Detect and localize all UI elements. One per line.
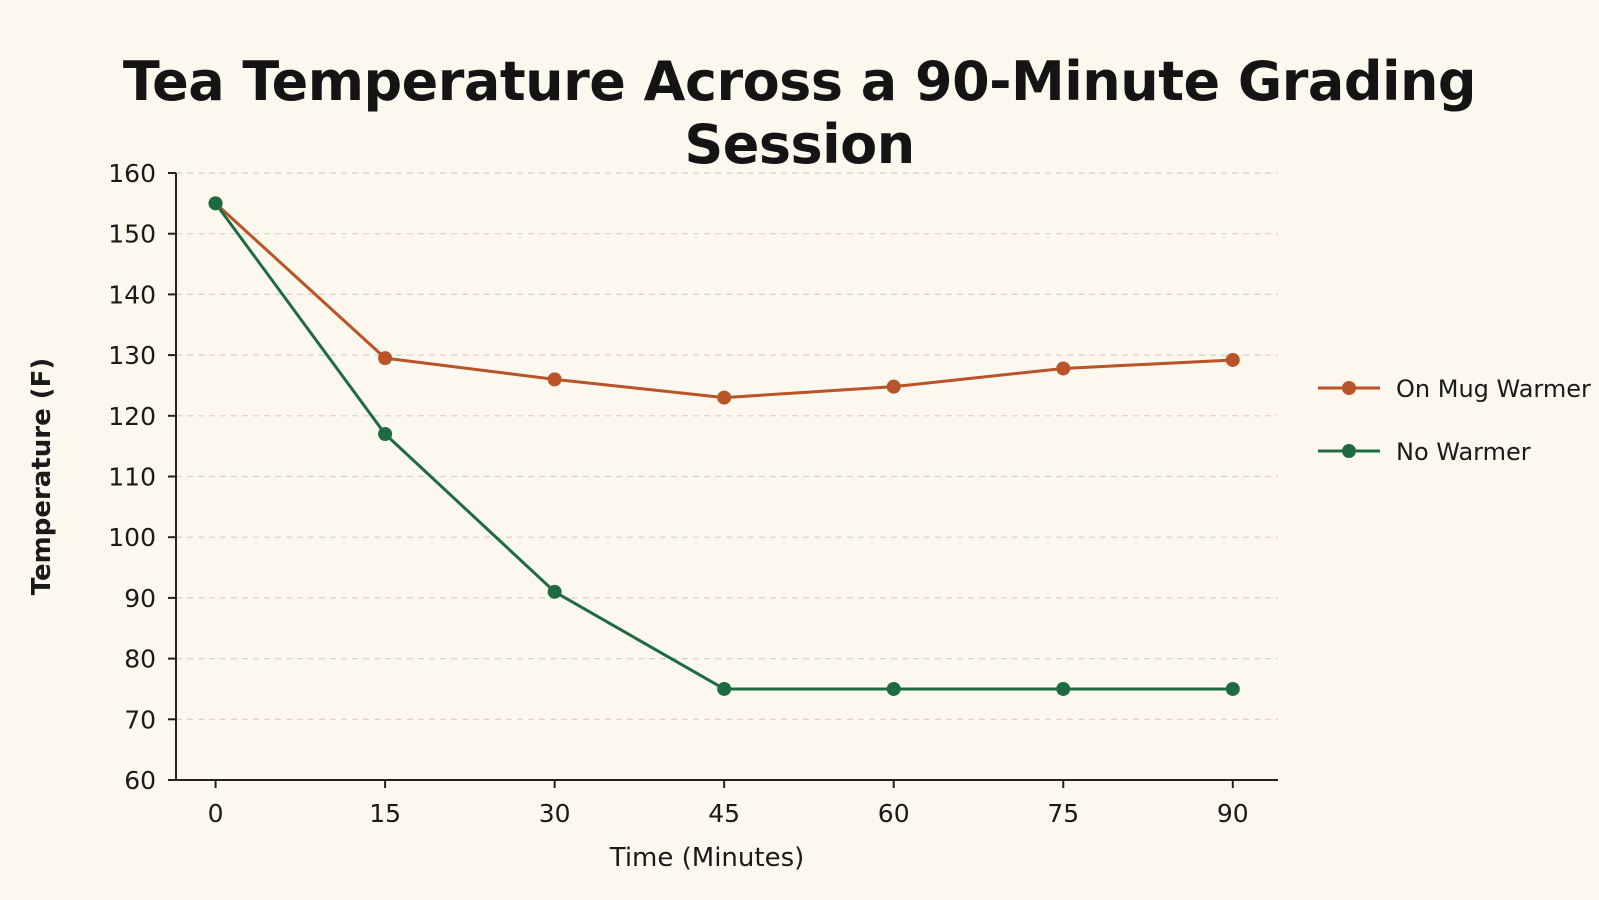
x-axis-label: Time (Minutes): [609, 843, 805, 873]
x-tick-label: 0: [208, 799, 224, 828]
data-point-on-mug-warmer: [1225, 352, 1240, 367]
y-tick-label: 100: [108, 523, 156, 552]
y-tick-label: 140: [108, 280, 156, 309]
y-tick-label: 70: [124, 705, 156, 734]
y-tick-label: 130: [108, 341, 156, 370]
data-point-no-warmer: [378, 427, 393, 442]
x-tick-label: 15: [369, 799, 401, 828]
series-line-no-warmer: [214, 202, 1233, 691]
data-point-no-warmer: [886, 681, 901, 696]
y-tick-label: 90: [124, 584, 156, 613]
x-tick-label: 30: [539, 799, 571, 828]
data-point-no-warmer: [1225, 681, 1240, 696]
data-point-no-warmer: [547, 584, 562, 599]
legend-marker-no-warmer: [1342, 444, 1356, 458]
y-tick-label: 160: [108, 159, 156, 188]
data-point-on-mug-warmer: [378, 351, 393, 366]
legend: On Mug Warmer No Warmer: [1318, 375, 1591, 466]
x-tick-label: 75: [1047, 799, 1079, 828]
y-tick-label: 60: [124, 766, 156, 795]
y-tick-label: 110: [108, 463, 156, 492]
legend-label-on-mug-warmer: On Mug Warmer: [1396, 375, 1591, 403]
series-group: [208, 196, 1240, 696]
data-point-on-mug-warmer: [547, 372, 562, 387]
series-line-on-mug-warmer: [214, 202, 1233, 400]
y-tick-label: 120: [108, 402, 156, 431]
y-tick-label: 150: [108, 220, 156, 249]
x-tick-label: 45: [708, 799, 740, 828]
chart-title: Tea Temperature Across a 90-Minute Gradi…: [122, 50, 1477, 176]
data-point-no-warmer: [208, 196, 223, 211]
legend-marker-on-mug-warmer: [1342, 381, 1356, 395]
grid-lines: [176, 172, 1278, 720]
data-point-no-warmer: [1056, 681, 1071, 696]
data-point-on-mug-warmer: [1056, 361, 1071, 376]
x-axis-ticks: 0 15 30 45 60 75 90: [208, 780, 1249, 828]
data-point-no-warmer: [717, 681, 732, 696]
x-tick-label: 90: [1217, 799, 1249, 828]
legend-label-no-warmer: No Warmer: [1396, 438, 1531, 466]
data-point-on-mug-warmer: [886, 379, 901, 394]
y-tick-label: 80: [124, 645, 156, 674]
data-point-on-mug-warmer: [717, 390, 732, 405]
x-tick-label: 60: [878, 799, 910, 828]
y-axis-ticks: 60 70 80 90 100 110 120 130 140 150 160: [108, 159, 176, 795]
y-axis-label: Temperature (F): [27, 358, 57, 596]
